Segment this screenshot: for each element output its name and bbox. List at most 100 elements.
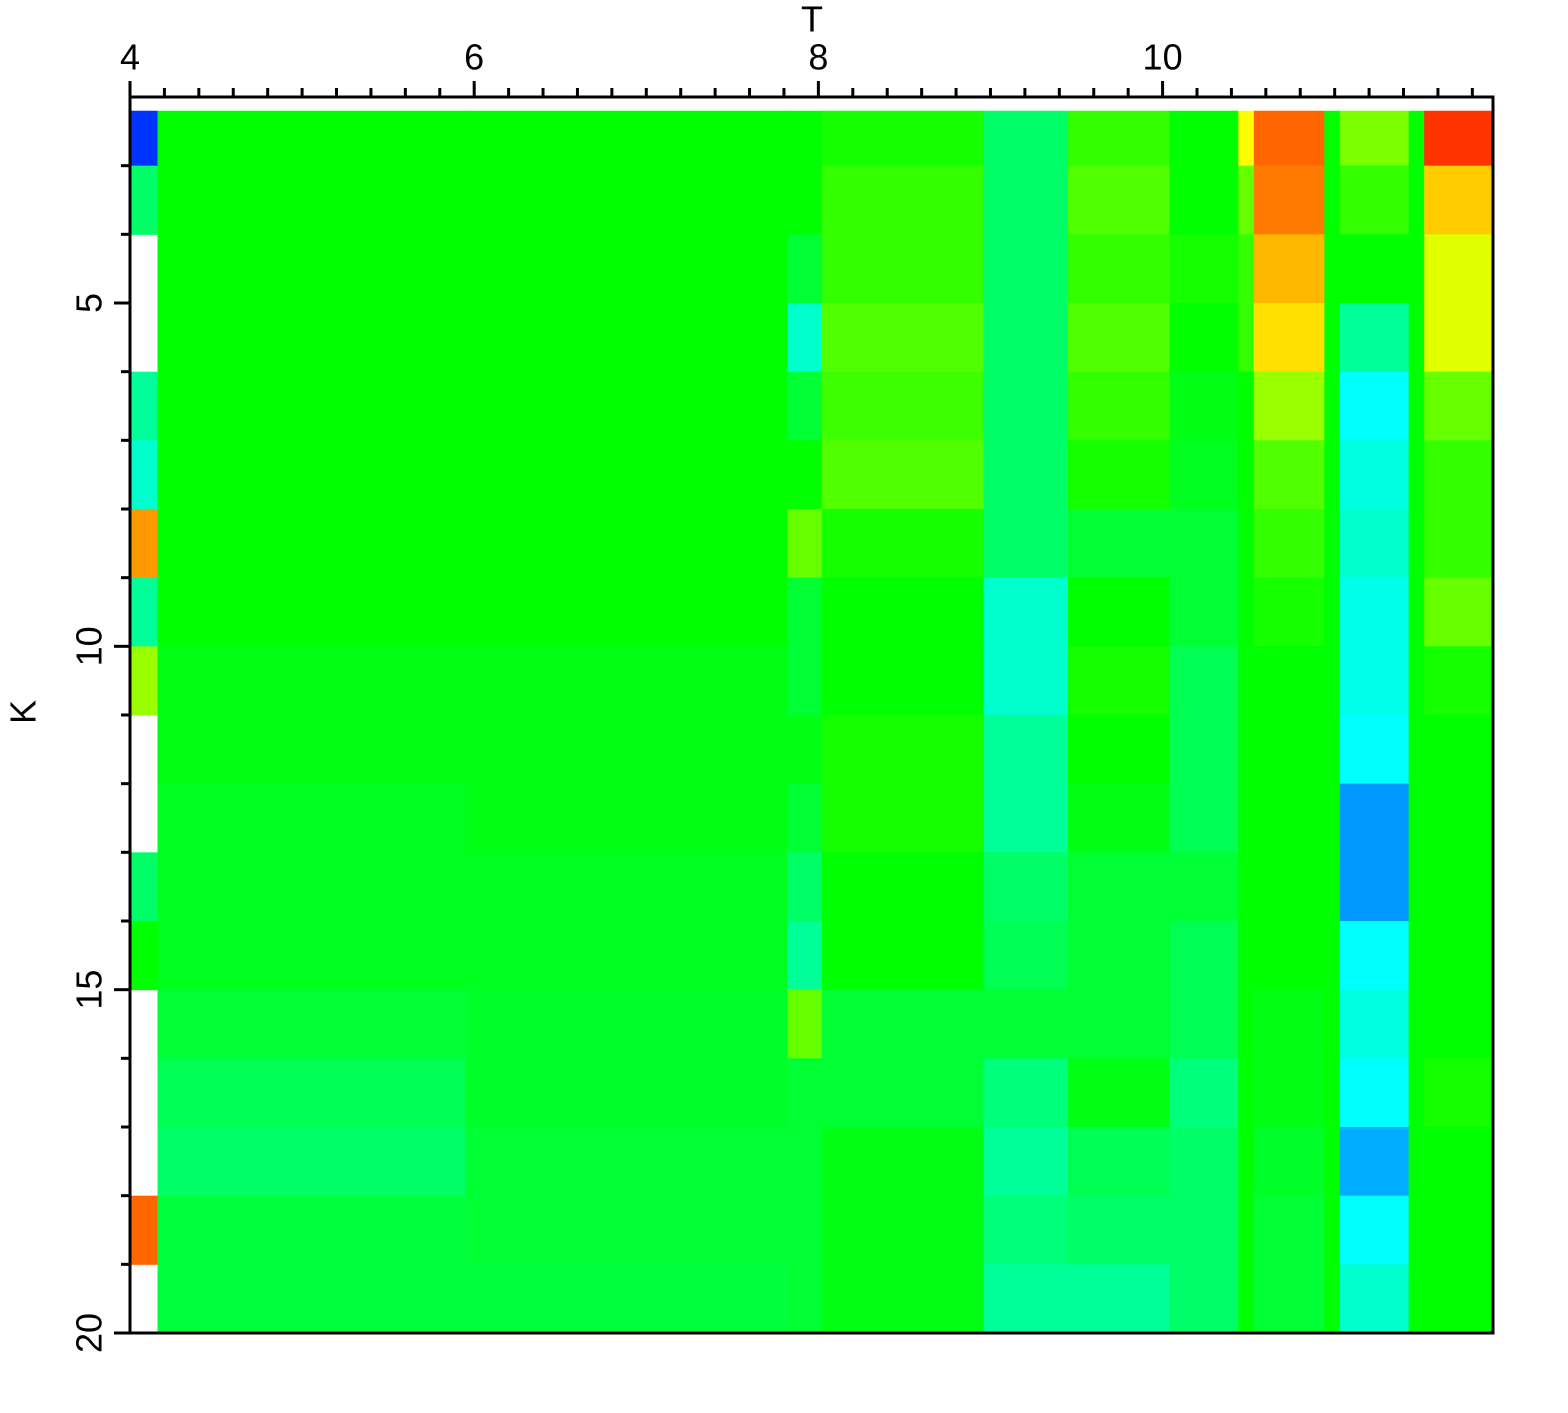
heat-cell xyxy=(1169,1264,1239,1334)
heat-cell xyxy=(787,989,823,1059)
y-tick-label: 10 xyxy=(69,626,110,666)
heat-cell xyxy=(465,1058,788,1128)
heat-cell xyxy=(1424,921,1494,991)
heat-cell xyxy=(1408,509,1425,579)
heat-cell xyxy=(1169,1127,1239,1197)
heat-cell xyxy=(1238,989,1255,1059)
heat-cell xyxy=(157,715,467,785)
heat-cell xyxy=(465,165,788,235)
heat-cell xyxy=(1324,852,1341,922)
heat-cell xyxy=(1169,783,1239,853)
heat-cell xyxy=(1324,1195,1341,1265)
y-axis-label: K xyxy=(3,700,44,724)
heat-cell xyxy=(1238,1264,1255,1334)
heat-cell xyxy=(465,577,788,647)
heat-cell xyxy=(130,1195,159,1265)
heat-cell xyxy=(157,509,467,579)
heat-cell xyxy=(1424,715,1494,785)
heat-cell xyxy=(157,783,467,853)
heat-cell xyxy=(1238,509,1255,579)
heat-cell xyxy=(1339,783,1410,853)
heat-cell xyxy=(821,646,985,716)
heat-cell xyxy=(1424,1195,1494,1265)
heat-cell xyxy=(787,371,823,441)
heat-cell xyxy=(1238,783,1255,853)
heat-cell xyxy=(787,1058,823,1128)
heat-cell xyxy=(1238,646,1255,716)
y-tick-label: 15 xyxy=(69,970,110,1010)
heat-cell xyxy=(983,509,1069,579)
heat-cell xyxy=(1339,852,1410,922)
heat-cell xyxy=(465,1127,788,1197)
heat-cell xyxy=(1253,110,1325,167)
heat-cell xyxy=(983,921,1069,991)
heat-cell xyxy=(1408,371,1425,441)
heat-cell xyxy=(1324,783,1341,853)
heat-cell xyxy=(465,234,788,304)
heat-cell xyxy=(787,783,823,853)
heat-cell xyxy=(1253,1127,1325,1197)
heat-cell xyxy=(821,509,985,579)
heat-cell xyxy=(983,371,1069,441)
heat-cell xyxy=(157,440,467,510)
heat-cell xyxy=(983,1127,1069,1197)
heat-cell xyxy=(821,440,985,510)
heat-cell xyxy=(1408,110,1425,167)
heat-cell xyxy=(1253,234,1325,304)
heat-cell xyxy=(130,371,159,441)
heat-cell xyxy=(983,1195,1069,1265)
heat-cell xyxy=(787,165,823,235)
heat-cell xyxy=(1408,234,1425,304)
heat-cell xyxy=(1169,234,1239,304)
heat-cell xyxy=(787,1264,823,1334)
heat-cell xyxy=(157,1195,467,1265)
heat-cell xyxy=(465,440,788,510)
heat-cell xyxy=(1339,371,1410,441)
heat-cell xyxy=(1424,1058,1494,1128)
heat-cell xyxy=(1324,989,1341,1059)
heat-cell xyxy=(1169,110,1239,167)
heat-cell xyxy=(465,1264,788,1334)
heat-cell xyxy=(1067,440,1170,510)
heat-cell xyxy=(1238,440,1255,510)
heat-cell xyxy=(983,1264,1069,1334)
heat-cell xyxy=(1339,921,1410,991)
heat-cell xyxy=(1424,165,1494,235)
heat-cell xyxy=(1169,1058,1239,1128)
heat-cell xyxy=(1253,1195,1325,1265)
heat-cell xyxy=(1067,165,1170,235)
heat-cell xyxy=(821,577,985,647)
heat-cell xyxy=(1169,371,1239,441)
heat-cell xyxy=(1238,577,1255,647)
x-axis-label: T xyxy=(801,0,823,40)
heat-cell xyxy=(130,852,159,922)
heat-cell xyxy=(1169,440,1239,510)
heat-cell xyxy=(1324,371,1341,441)
heat-cell xyxy=(1253,577,1325,647)
heat-cell xyxy=(821,1264,985,1334)
heat-cell xyxy=(1169,989,1239,1059)
heat-cell xyxy=(1339,303,1410,373)
heat-cell xyxy=(1238,921,1255,991)
heat-cell xyxy=(1253,1058,1325,1128)
heat-cell xyxy=(157,1264,467,1334)
heat-cell xyxy=(1238,110,1255,167)
heat-cell xyxy=(1324,646,1341,716)
heat-cell xyxy=(157,165,467,235)
heat-cell xyxy=(1339,110,1410,167)
heat-cell xyxy=(1238,1195,1255,1265)
heat-cell xyxy=(1067,852,1170,922)
heat-cell xyxy=(157,989,467,1059)
heat-cell xyxy=(157,646,467,716)
heat-cell xyxy=(465,715,788,785)
heat-cell xyxy=(1424,303,1494,373)
heat-cell xyxy=(465,921,788,991)
heat-cell xyxy=(1253,303,1325,373)
heat-cell xyxy=(983,303,1069,373)
heat-cell xyxy=(157,1058,467,1128)
heat-cell xyxy=(787,852,823,922)
heat-cell xyxy=(1067,110,1170,167)
heat-cell xyxy=(1408,440,1425,510)
heat-cell xyxy=(1253,989,1325,1059)
